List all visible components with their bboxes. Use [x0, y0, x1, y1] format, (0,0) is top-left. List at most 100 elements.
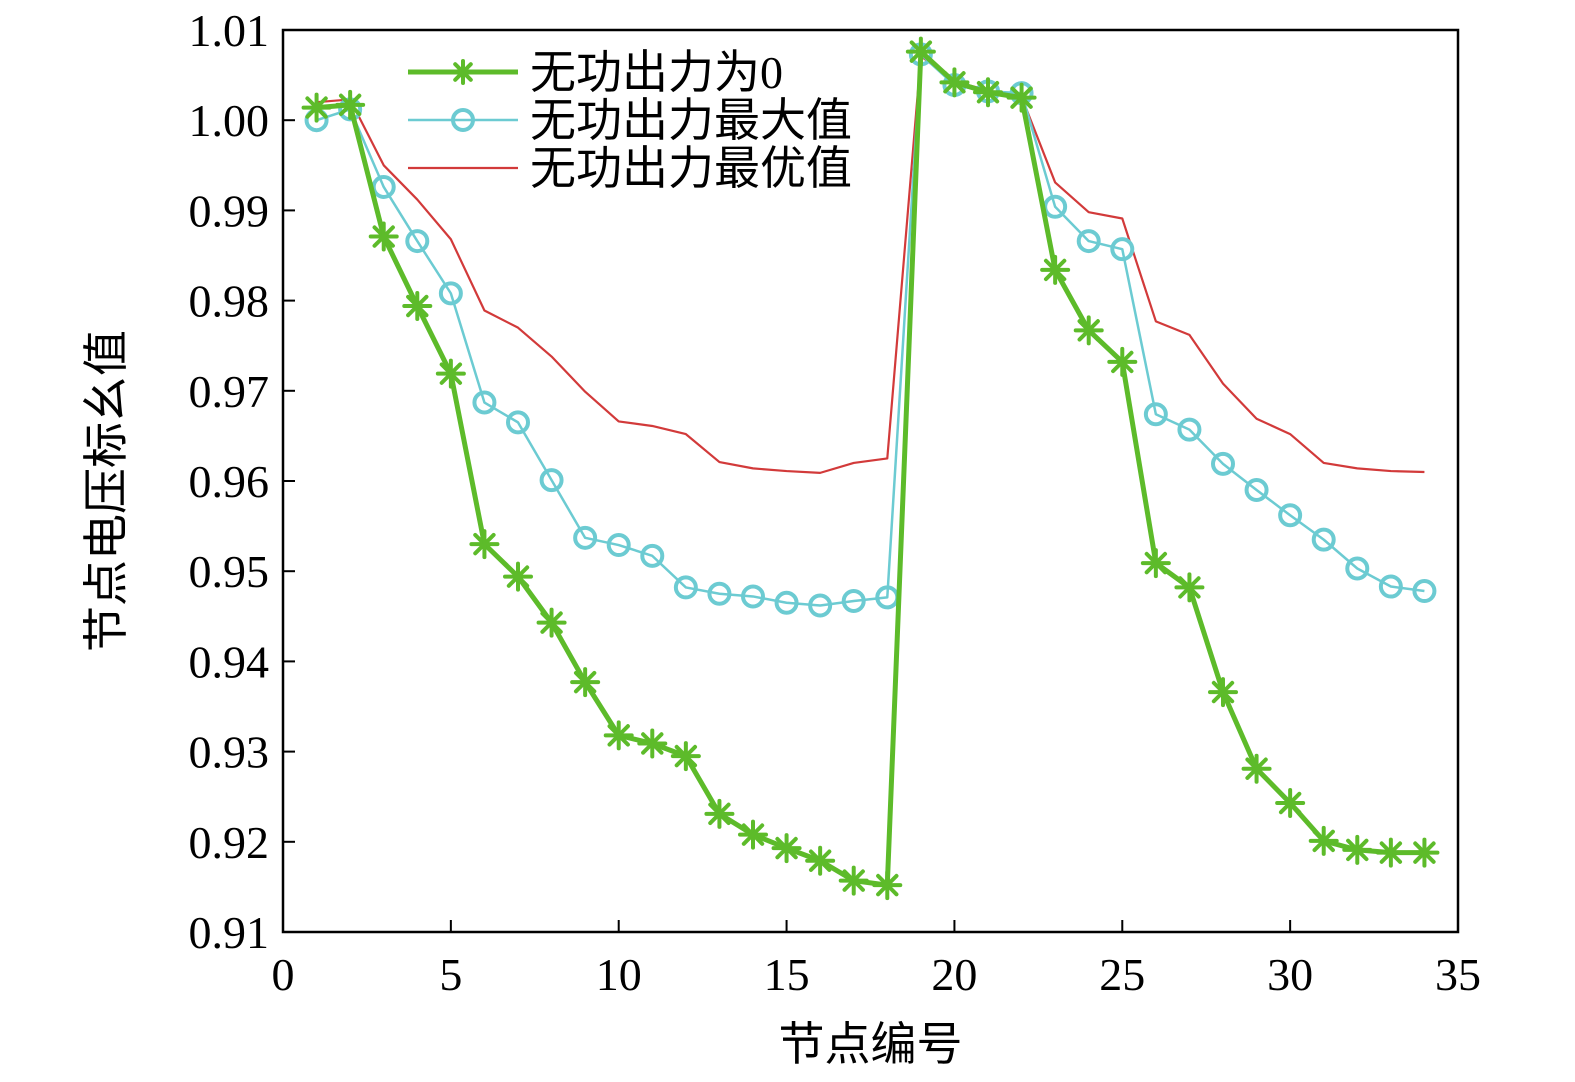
circle-marker: [673, 575, 698, 600]
circle-marker: [573, 525, 598, 550]
circle-marker: [1076, 229, 1101, 254]
circle-marker: [841, 588, 866, 613]
circle-marker: [741, 584, 765, 609]
x-tick-label: 30: [1267, 949, 1313, 1000]
circle-marker: [1345, 556, 1370, 581]
circle-marker: [539, 468, 564, 493]
series-3: [316, 55, 1425, 474]
asterisk-marker: [1241, 753, 1272, 784]
asterisk-marker: [335, 89, 366, 120]
asterisk-marker: [301, 92, 332, 123]
y-tick-label: 0.97: [189, 366, 270, 417]
asterisk-marker: [1073, 315, 1104, 346]
y-tick-label: 0.92: [189, 817, 270, 868]
asterisk-marker: [1342, 834, 1373, 865]
asterisk-marker: [1174, 572, 1205, 603]
circle-marker: [1110, 237, 1135, 262]
y-axis: 0.91 0.92 0.93 0.94 0.95 0.96 0.97 0.98 0.99 1.00…: [189, 5, 295, 958]
circle-marker: [1412, 579, 1437, 604]
asterisk-marker: [738, 819, 768, 850]
circle-marker: [371, 174, 396, 199]
legend-item-1: 无功出力为0: [408, 47, 783, 98]
legend-item-2: 无功出力最大值: [408, 95, 852, 146]
asterisk-marker: [503, 561, 533, 592]
x-tick-label: 0: [272, 949, 295, 1000]
asterisk-marker: [536, 607, 567, 638]
circle-marker: [405, 229, 430, 254]
asterisk-marker: [368, 221, 399, 252]
series-2: [304, 42, 1437, 618]
circle-marker: [606, 533, 631, 558]
asterisk-marker: [469, 529, 500, 560]
asterisk-marker: [435, 358, 466, 389]
circle-marker: [774, 590, 799, 615]
asterisk-marker: [1006, 82, 1037, 113]
circle-marker: [1211, 451, 1235, 476]
legend-label: 无功出力为0: [530, 47, 783, 98]
circle-marker: [640, 543, 665, 568]
y-tick-label: 0.91: [189, 907, 270, 958]
circle-marker: [1143, 402, 1168, 427]
asterisk-marker: [603, 720, 634, 751]
y-tick-label: 1.00: [189, 95, 270, 146]
asterisk-marker: [838, 865, 869, 896]
circle-marker: [1378, 574, 1403, 599]
circle-marker: [451, 108, 475, 132]
y-tick-label: 1.01: [189, 5, 270, 56]
asterisk-marker: [1375, 837, 1406, 868]
y-tick-label: 0.94: [189, 636, 270, 687]
asterisk-marker: [1040, 254, 1071, 285]
asterisk-marker: [1275, 788, 1306, 819]
x-tick-label: 25: [1099, 949, 1145, 1000]
y-axis-title: 节点电压标幺值: [81, 330, 132, 652]
x-tick-label: 35: [1435, 949, 1481, 1000]
legend-item-3: 无功出力最优值: [408, 143, 852, 194]
asterisk-marker: [771, 833, 802, 864]
series-line: [316, 55, 1425, 474]
circle-marker: [707, 581, 732, 606]
circle-marker: [1177, 417, 1202, 442]
asterisk-marker: [704, 798, 735, 829]
y-tick-label: 0.99: [189, 185, 270, 236]
asterisk-marker: [905, 36, 936, 67]
x-tick-label: 10: [596, 949, 642, 1000]
y-tick-label: 0.98: [189, 276, 270, 327]
circle-marker: [472, 390, 497, 415]
asterisk-marker: [402, 291, 433, 322]
x-tick-label: 20: [931, 949, 977, 1000]
circle-marker: [1311, 527, 1336, 552]
asterisk-marker: [939, 67, 970, 98]
x-tick-label: 15: [764, 949, 810, 1000]
y-tick-label: 0.95: [189, 546, 270, 597]
asterisk-marker: [872, 870, 903, 901]
asterisk-marker: [1409, 837, 1440, 868]
x-tick-label: 5: [439, 949, 462, 1000]
series-1: [301, 36, 1440, 901]
y-tick-label: 0.96: [189, 456, 270, 507]
circle-marker: [808, 593, 833, 618]
asterisk-marker: [973, 77, 1003, 108]
asterisk-marker: [670, 741, 701, 772]
circle-marker: [438, 281, 463, 306]
asterisk-marker: [1308, 825, 1339, 856]
series-line: [316, 53, 1425, 607]
legend-label: 无功出力最大值: [530, 95, 852, 146]
circle-marker: [1278, 503, 1303, 528]
circle-marker: [1244, 478, 1269, 503]
x-axis: 0 5 10 15 20 25 30 35: [272, 920, 1481, 1000]
y-tick-label: 0.93: [189, 727, 270, 778]
asterisk-marker: [1140, 548, 1171, 579]
circle-marker: [506, 410, 530, 435]
x-axis-title: 节点编号: [779, 1019, 963, 1070]
asterisk-marker: [450, 59, 476, 85]
asterisk-marker: [1107, 346, 1138, 377]
asterisk-marker: [805, 845, 836, 876]
asterisk-marker: [1208, 677, 1238, 708]
legend-label: 无功出力最优值: [530, 143, 852, 194]
asterisk-marker: [570, 667, 601, 698]
series-line: [316, 49, 1425, 888]
series-layer: [301, 36, 1440, 901]
asterisk-marker: [637, 728, 668, 759]
